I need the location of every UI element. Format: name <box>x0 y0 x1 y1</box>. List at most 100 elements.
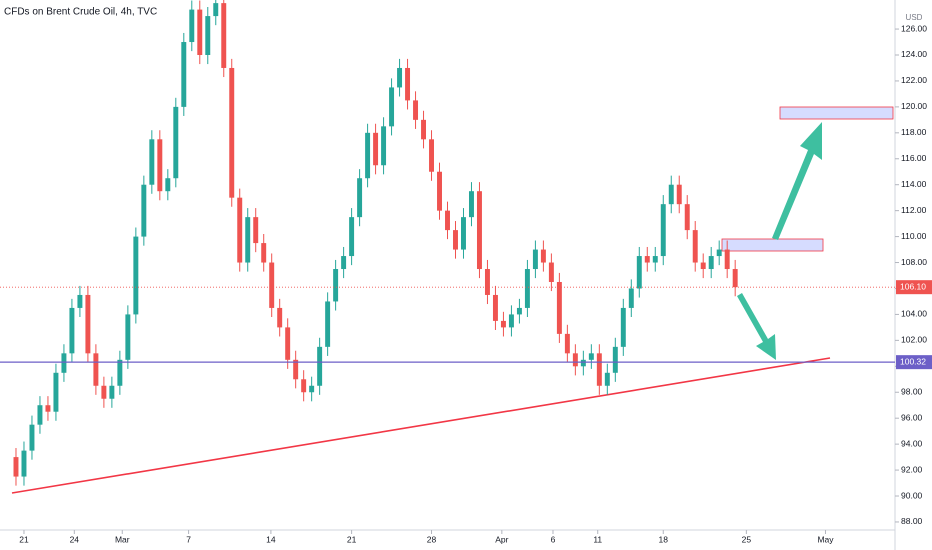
x-tick-label: Mar <box>115 534 130 544</box>
x-tick-label: 21 <box>347 534 357 544</box>
candle-body <box>476 191 482 270</box>
candle-body <box>21 450 27 477</box>
y-tick-label: 90.00 <box>901 490 923 500</box>
candle-body <box>461 217 466 250</box>
x-tick-label: May <box>817 534 834 544</box>
candle-body <box>349 217 355 257</box>
down-arrow <box>737 293 776 360</box>
candle-body <box>221 3 227 68</box>
y-tick-label: 112.00 <box>901 205 927 215</box>
price-tag-label: 100.32 <box>900 356 926 366</box>
candle-body <box>620 307 626 347</box>
y-tick-label: 94.00 <box>901 438 923 448</box>
candle-body <box>484 269 490 295</box>
x-tick-label: 25 <box>742 534 752 544</box>
candle-body <box>548 262 554 282</box>
price-tag <box>896 280 932 295</box>
candle-body <box>325 301 331 347</box>
candle-body <box>421 119 427 140</box>
candle-body <box>37 405 43 425</box>
candle-body <box>468 191 474 218</box>
candle-body <box>149 139 155 185</box>
candle-body <box>61 353 67 373</box>
candle-body <box>189 9 195 43</box>
candle-body <box>85 294 91 354</box>
candle-body <box>253 217 259 244</box>
candle-body <box>668 184 674 205</box>
candle-body <box>157 139 163 192</box>
price-tag <box>896 355 932 370</box>
x-tick-label: 11 <box>593 534 602 544</box>
candle-body <box>660 204 666 257</box>
candle-body <box>301 379 307 393</box>
x-tick-label: 21 <box>19 534 29 544</box>
candle-body <box>628 288 634 308</box>
x-tick-label: Apr <box>495 534 508 544</box>
candle-body <box>77 294 83 308</box>
candle-body <box>245 217 251 263</box>
y-tick-label: 122.00 <box>901 75 927 85</box>
candle-body <box>69 307 75 354</box>
y-tick-label: 118.00 <box>901 127 927 137</box>
candle-body <box>676 184 682 205</box>
y-tick-label: 124.00 <box>901 49 927 59</box>
unit-box <box>897 4 930 24</box>
y-tick-label: 88.00 <box>901 516 923 526</box>
candle-body <box>125 314 131 360</box>
candle-body <box>261 243 267 263</box>
candle-body <box>572 353 578 367</box>
y-tick-label: 114.00 <box>901 179 927 189</box>
candle-body <box>29 424 35 451</box>
resistance-box <box>721 238 824 252</box>
candle-body <box>524 269 530 308</box>
candle-body <box>684 204 690 231</box>
candle-body <box>357 178 363 218</box>
candle-body <box>716 249 722 257</box>
candle-body <box>604 372 610 386</box>
target-box <box>779 106 894 120</box>
plot-area <box>13 0 738 486</box>
candle-body <box>636 256 642 289</box>
candle-body <box>197 9 203 55</box>
y-tick-label: 104.00 <box>901 309 927 319</box>
candle-body <box>173 106 179 179</box>
candle-body <box>692 230 698 263</box>
x-tick-label: 18 <box>659 534 669 544</box>
x-tick-label: 6 <box>551 534 556 544</box>
candle-body <box>580 359 586 367</box>
candle-body <box>532 249 538 270</box>
candle-body <box>413 100 419 120</box>
candle-body <box>365 132 371 179</box>
y-tick-label: 108.00 <box>901 257 927 267</box>
candle-body <box>333 269 339 302</box>
candle-body <box>165 178 171 192</box>
y-tick-label: 92.00 <box>901 464 923 474</box>
unit-label: USD <box>906 13 923 22</box>
candle-body <box>429 139 434 172</box>
candle-body <box>53 372 59 412</box>
y-tick-label: 110.00 <box>901 231 927 241</box>
y-tick-label: 102.00 <box>901 335 927 345</box>
candle-body <box>508 314 514 328</box>
y-tick-label: 116.00 <box>901 153 927 163</box>
candle-body <box>269 262 275 308</box>
candle-body <box>389 87 395 127</box>
y-tick-label: 98.00 <box>901 386 923 396</box>
candle-body <box>492 294 498 321</box>
y-tick-label: 120.00 <box>901 101 927 111</box>
x-tick-label: 28 <box>427 534 437 544</box>
chart-title: CFDs on Brent Crude Oil, 4h, TVC <box>4 7 157 18</box>
candle-body <box>101 385 107 399</box>
candle-body <box>93 353 99 386</box>
candle-body <box>652 256 658 263</box>
candle-body <box>117 359 123 386</box>
candle-body <box>229 67 235 198</box>
candle-body <box>277 307 283 328</box>
trend-line <box>11 357 831 494</box>
candle-body <box>213 3 219 17</box>
candle-body <box>181 42 187 107</box>
candle-body <box>453 230 458 250</box>
candle-body <box>405 67 411 101</box>
